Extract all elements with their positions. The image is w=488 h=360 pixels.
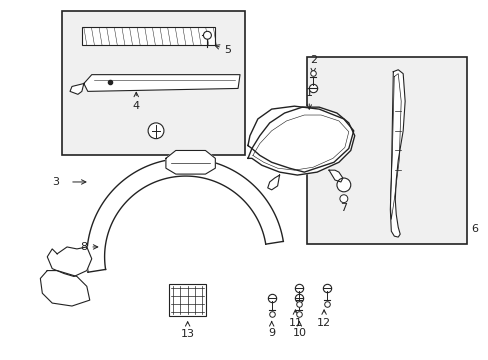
Text: 7: 7 [340,196,346,212]
Polygon shape [389,70,405,237]
Text: 8: 8 [80,242,98,252]
Circle shape [148,123,163,139]
Circle shape [339,195,347,203]
Polygon shape [47,247,92,276]
Bar [306,57,467,244]
Polygon shape [247,106,353,172]
Text: 13: 13 [180,322,194,339]
Text: 10: 10 [292,321,306,338]
Polygon shape [328,170,342,182]
Text: 2: 2 [309,55,316,73]
Polygon shape [41,271,90,306]
Polygon shape [83,75,240,91]
Text: 5: 5 [215,45,231,55]
Text: 1: 1 [305,88,312,109]
Text: 9: 9 [267,321,275,338]
Bar [168,284,206,316]
Text: 4: 4 [132,92,140,111]
Circle shape [203,31,211,39]
Bar [62,11,244,156]
Text: 6: 6 [470,224,477,234]
Bar [81,27,215,45]
Text: 3: 3 [52,177,59,187]
Polygon shape [247,107,354,175]
Polygon shape [87,158,283,272]
Text: 11: 11 [288,310,302,328]
Polygon shape [70,84,83,94]
Polygon shape [267,175,279,190]
Circle shape [336,178,350,192]
Polygon shape [165,150,215,174]
Text: 12: 12 [316,310,330,328]
